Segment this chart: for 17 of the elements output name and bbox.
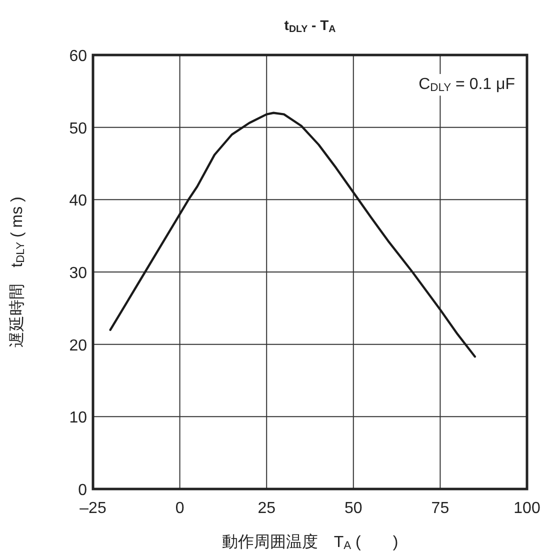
y-tick-label: 10 [69, 410, 88, 427]
x-tick-label: 100 [514, 500, 540, 517]
x-tick-label: 25 [258, 500, 276, 517]
x-tick-label: 50 [344, 500, 362, 517]
x-axis-title: 動作周囲温度 T$_{A}$ ( ) [222, 533, 398, 552]
line-series [109, 112, 476, 358]
y-tick-label: 0 [78, 482, 88, 499]
y-tick-label: 50 [69, 120, 88, 138]
x-tick-label: –25 [80, 500, 106, 517]
y-tick-label: 40 [69, 192, 88, 210]
y-tick-label: 60 [69, 48, 88, 65]
y-tick-label: 30 [69, 265, 88, 282]
chart-title: t$_{DLY}$ - T$_{A}$ [284, 17, 336, 34]
x-tick-label: 0 [175, 500, 184, 517]
annotation: C$_{DLY}$ = 0.1 μF [418, 76, 516, 94]
y-tick-label: 20 [69, 337, 88, 354]
x-tick-label: 75 [431, 500, 450, 517]
